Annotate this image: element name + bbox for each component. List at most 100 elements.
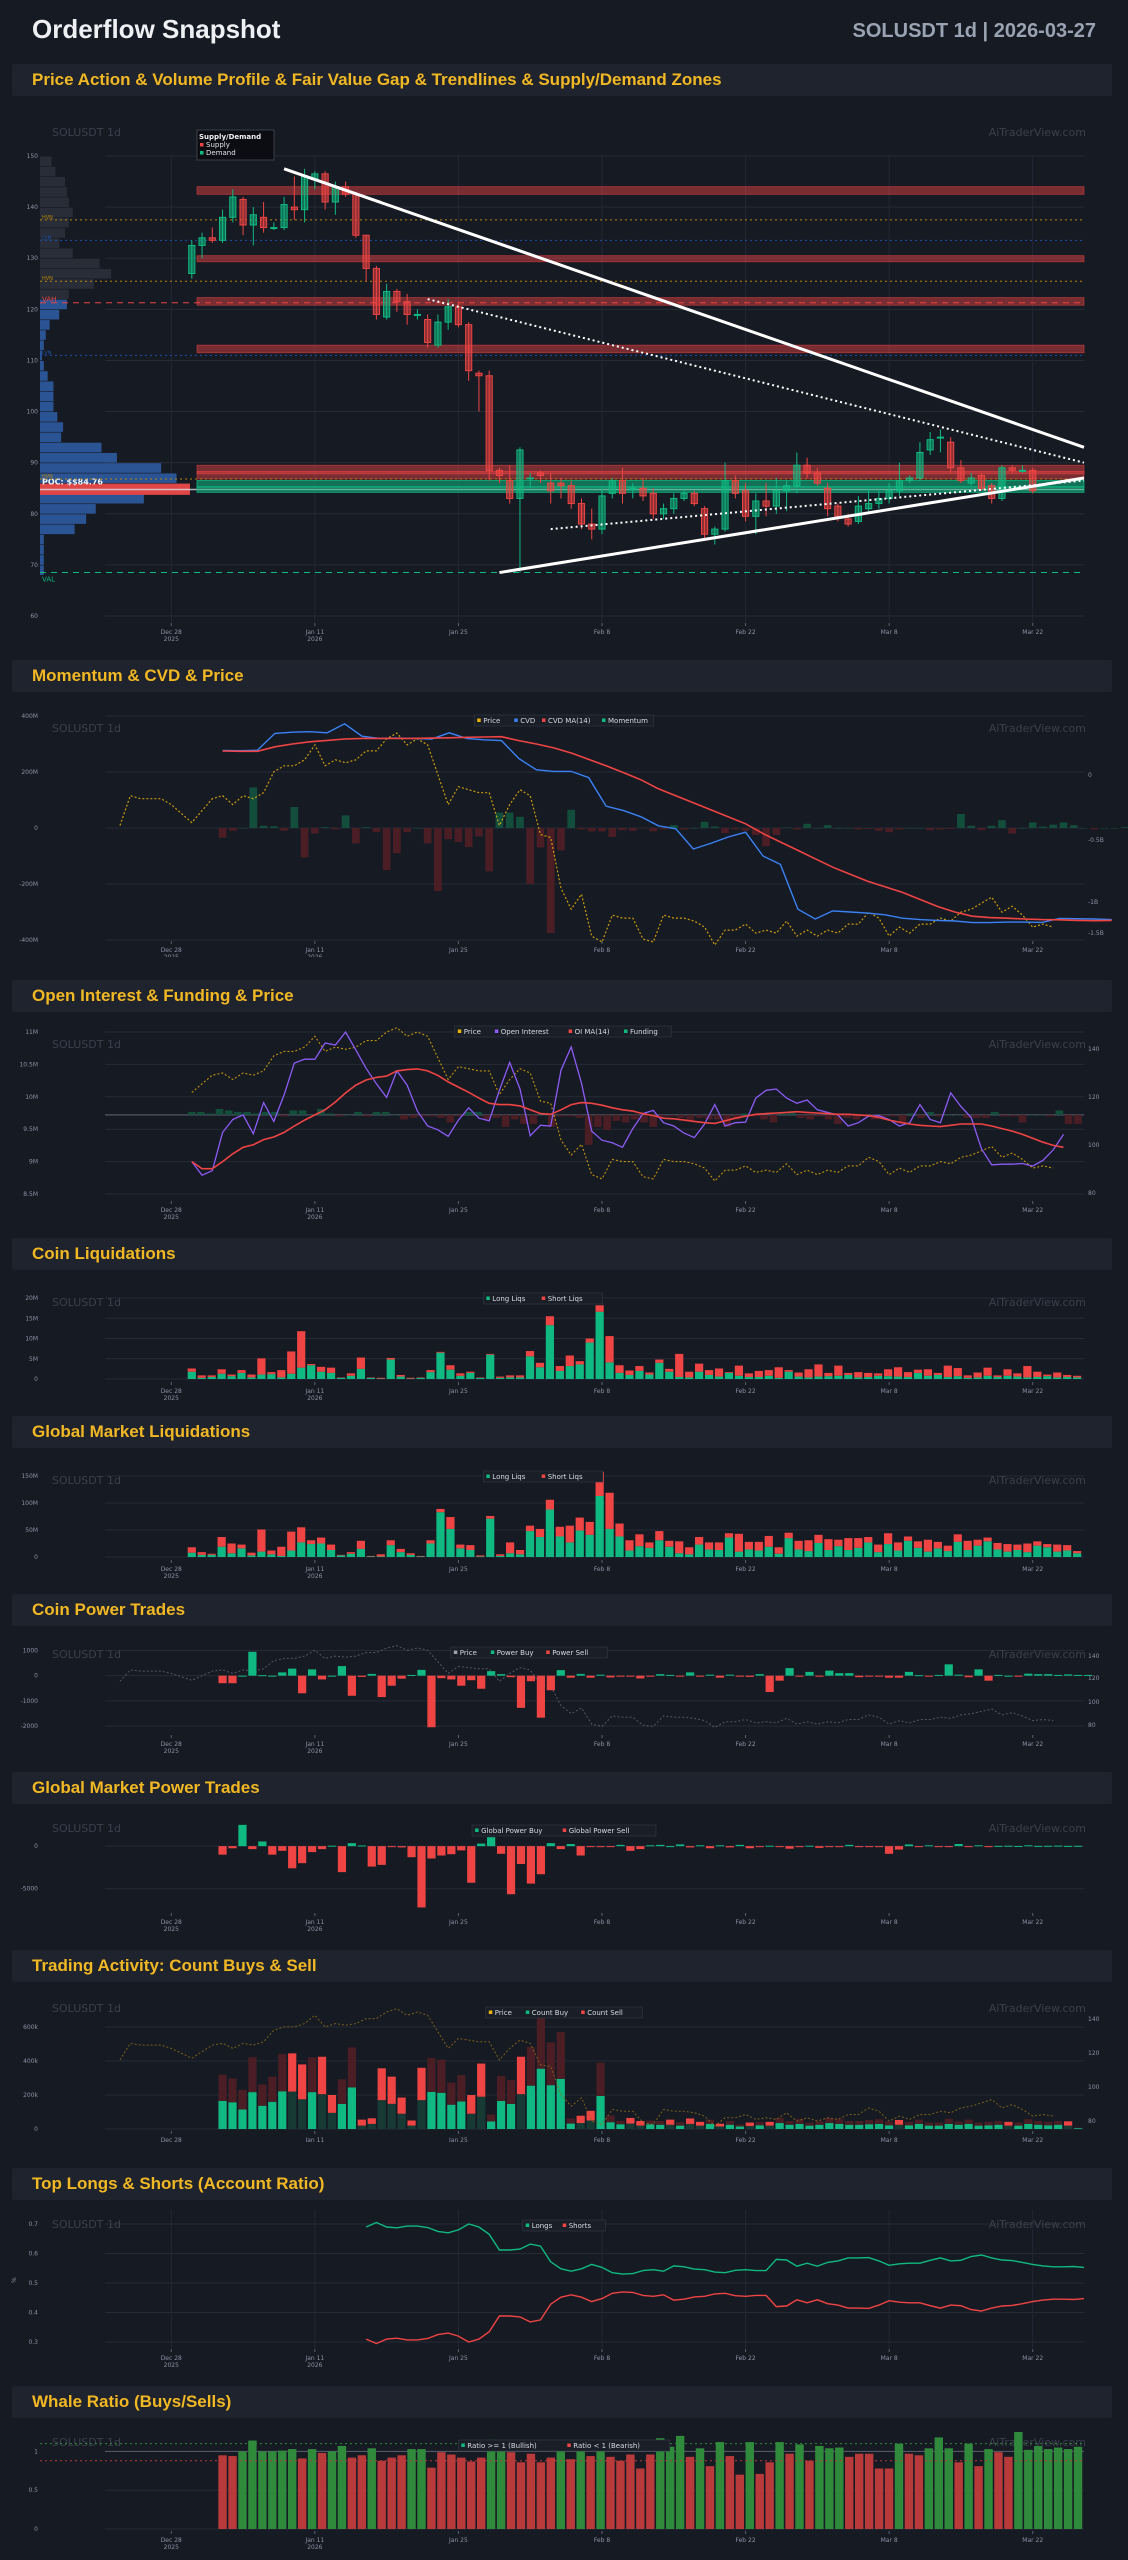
short-liq-bar [695, 1363, 704, 1372]
long-liq-bar [635, 1546, 644, 1557]
funding-bar [944, 1114, 953, 1116]
legend-swatch [490, 1650, 495, 1654]
power-buy-bar [1064, 1674, 1073, 1676]
x-tick-label: Dec 28 [161, 1566, 182, 1573]
legend: Long Liqs Short Liqs [482, 1470, 603, 1483]
short-liq-bar [187, 1368, 196, 1372]
funding-bar [381, 1111, 390, 1115]
short-liq-bar [575, 1517, 584, 1531]
short-liq-bar [317, 1537, 326, 1544]
global-power-sell-bar [248, 1846, 257, 1850]
funding-bar [917, 1114, 925, 1118]
power-buy-bar [487, 1671, 496, 1676]
bearish-ratio-bar [636, 2468, 645, 2529]
candle-body [752, 500, 760, 517]
count-sell-bar [566, 2118, 575, 2124]
funding-bar [750, 1114, 759, 1117]
count-sell-bar [288, 2053, 297, 2092]
short-liq-bar [535, 1528, 545, 1538]
count-sell-bar [676, 2122, 685, 2126]
count-sell-bar [666, 2119, 675, 2125]
legend-swatch [602, 718, 606, 722]
power-sell-bar [894, 1675, 904, 1678]
open-interest-line [191, 1030, 1065, 1177]
long-liq-bar [476, 1556, 485, 1557]
bearish-ratio-bar [626, 2454, 635, 2529]
x-tick-label: Mar 22 [1022, 1388, 1043, 1395]
trendline [550, 479, 1085, 531]
count-buy-bar [337, 2104, 347, 2129]
section-title: Coin Power Trades [32, 1600, 186, 1619]
global-power-sell-bar [606, 1846, 615, 1848]
x-tick-sublabel: 2025 [164, 1573, 179, 1578]
legend-label: Price [460, 1649, 477, 1657]
funding-bar [510, 1114, 519, 1120]
count-buy-bar [705, 2123, 715, 2129]
short-liq-bar [386, 1357, 395, 1360]
y-tick-label: 0.3 [28, 2339, 38, 2346]
long-liq-bar [237, 1372, 246, 1379]
long-liq-bar [545, 1509, 555, 1557]
volume-profile-bar [40, 217, 69, 228]
candle-body [639, 487, 647, 497]
bullish-ratio-bar [367, 2448, 376, 2529]
bullish-ratio-bar [964, 2443, 973, 2529]
volume-profile-bar [40, 289, 69, 300]
x-tick-sublabel: 2025 [164, 1214, 179, 1221]
count-sell-bar [934, 2122, 943, 2126]
funding-bar [852, 1114, 861, 1120]
momentum-bar [875, 828, 883, 831]
count-sell-bar [477, 2063, 486, 2097]
long-liq-bar [893, 1376, 903, 1379]
bearish-ratio-bar [765, 2462, 774, 2529]
count-buy-bar [626, 2123, 635, 2129]
long-liq-bar [864, 1542, 873, 1557]
short-liq-bar [555, 1526, 564, 1537]
momentum-bar [1110, 828, 1119, 829]
momentum-bar [567, 809, 576, 828]
short-liq-bar [874, 1544, 883, 1553]
candle-body [301, 175, 309, 211]
global-power-buy-bar [1073, 1845, 1083, 1847]
count-buy-bar [496, 2100, 506, 2129]
x-tick-label: Jan 25 [448, 629, 468, 636]
power-buy-bar [845, 1673, 854, 1676]
short-liq-bar [217, 1369, 226, 1374]
volume-profile-bar [40, 524, 75, 535]
long-liq-bar [307, 1365, 316, 1379]
candle-body [208, 237, 216, 241]
bearish-ratio-bar [904, 2453, 914, 2529]
power-buy-bar [238, 1675, 247, 1677]
short-liq-bar [1073, 1375, 1082, 1378]
short-liq-bar [555, 1366, 564, 1371]
long-liq-bar [884, 1376, 893, 1379]
global-power-sell-bar [914, 1846, 923, 1848]
count-sell-bar [705, 2119, 715, 2124]
momentum-bar [269, 826, 278, 828]
legend-swatch [562, 2223, 567, 2227]
funding-bar [1027, 1114, 1036, 1116]
short-liq-bar [605, 1336, 614, 1363]
momentum-bar [762, 828, 770, 847]
momentum-bar [731, 828, 740, 830]
bullish-ratio-bar [924, 2448, 934, 2529]
funding-bar [741, 1113, 750, 1115]
short-liq-bar [197, 1375, 206, 1378]
short-liq-bar [376, 1554, 385, 1557]
count-buy-bar [447, 2104, 456, 2129]
momentum-bar [895, 828, 904, 830]
bearish-ratio-bar [864, 2453, 874, 2529]
bearish-ratio-bar [755, 2473, 764, 2529]
y-tick-label: -200M [19, 881, 38, 888]
count-sell-bar [795, 2119, 804, 2124]
